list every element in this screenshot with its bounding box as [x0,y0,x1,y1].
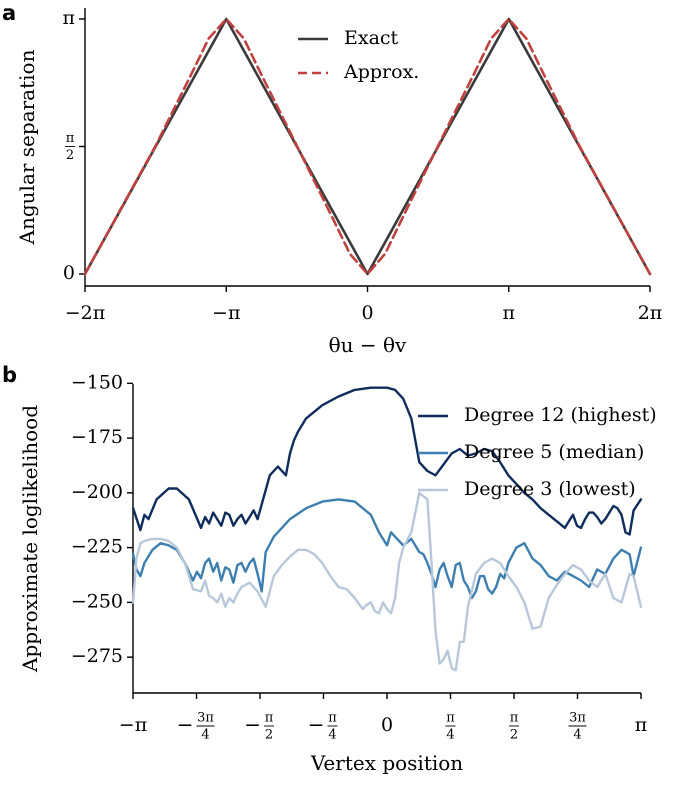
x-tick-label: −π [119,714,147,736]
svg-text:2: 2 [66,148,74,163]
series-line-1 [83,17,652,276]
svg-text:π: π [446,711,455,726]
x-tick-label: 2π [638,302,663,324]
legend-entry-label: Degree 3 (lowest) [464,478,636,500]
svg-text:3π: 3π [197,711,214,726]
legend: Degree 12 (highest) Degree 5 (median) Degr… [418,404,657,500]
svg-text:4: 4 [201,728,209,743]
svg-text:π: π [510,711,519,726]
x-axis-title: θu − θv [329,333,407,357]
x-tick-label: −π/4−π4 [308,711,338,743]
svg-text:−: − [244,713,261,737]
y-axis-title: Approximate loglikelihood [18,405,42,673]
svg-text:2: 2 [510,728,518,743]
svg-text:π: π [265,711,274,726]
panel-a-label: a [2,1,16,25]
x-tick-label: π [503,302,516,324]
legend-entry-label: Exact [344,27,399,49]
svg-text:4: 4 [446,728,454,743]
legend-entry-label: Degree 5 (median) [464,441,644,463]
x-tick-label: −2π [65,302,106,324]
x-tick-label: 0 [361,302,373,324]
y-tick-label: −175 [71,426,123,448]
series-line-0 [131,386,643,536]
svg-text:4: 4 [573,728,581,743]
svg-text:π: π [66,131,75,146]
series-line-1 [131,498,643,600]
x-tick-label: π/4π4 [445,711,456,743]
y-tick-label: −200 [71,481,123,503]
svg-text:−: − [177,713,194,737]
y-tick-label: −250 [71,590,123,612]
x-tick-label: −π [212,302,240,324]
panel-b-label: b [2,363,17,387]
y-tick-label: π [63,7,76,29]
legend: Exact Approx. [298,27,419,83]
svg-text:4: 4 [328,728,336,743]
y-tick-label: −150 [71,371,123,393]
y-tick-label: −275 [71,645,123,667]
legend-entry-label: Approx. [343,61,419,83]
x-tick-label: −3π/4−3π4 [177,711,215,743]
y-tick-label: −225 [71,536,123,558]
x-tick-label: π/2π2 [509,711,519,743]
x-tick-label: 0 [381,714,393,736]
x-axis-title: Vertex position [310,751,463,775]
legend-entry-label: Degree 12 (highest) [464,404,657,426]
svg-text:π: π [328,711,337,726]
y-tick-label: 0 [63,262,75,284]
svg-text:3π: 3π [569,711,586,726]
panel-b-chart: −π−3π/4−3π4−π/2−π2−π/4−π40π/4π4π/2π23π/4… [18,371,657,775]
x-tick-label: −π/2−π2 [244,711,274,743]
series-line-0 [83,17,652,276]
x-tick-label: 3π/43π4 [568,711,587,743]
svg-text:−: − [308,713,325,737]
x-tick-label: π [635,714,648,736]
series-line-2 [131,491,643,672]
svg-text:2: 2 [265,728,273,743]
y-axis-title: Angular separation [15,49,39,245]
y-tick-label: π/2π2 [65,131,75,163]
